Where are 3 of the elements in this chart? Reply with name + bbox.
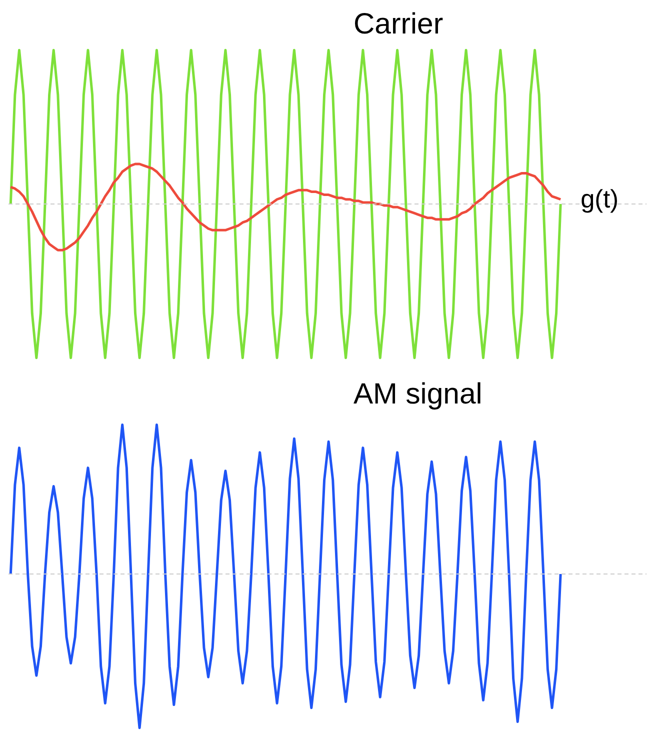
chart-title: Carrier	[354, 8, 444, 40]
series-label: g(t)	[580, 185, 619, 214]
chart-title: AM signal	[354, 378, 482, 410]
